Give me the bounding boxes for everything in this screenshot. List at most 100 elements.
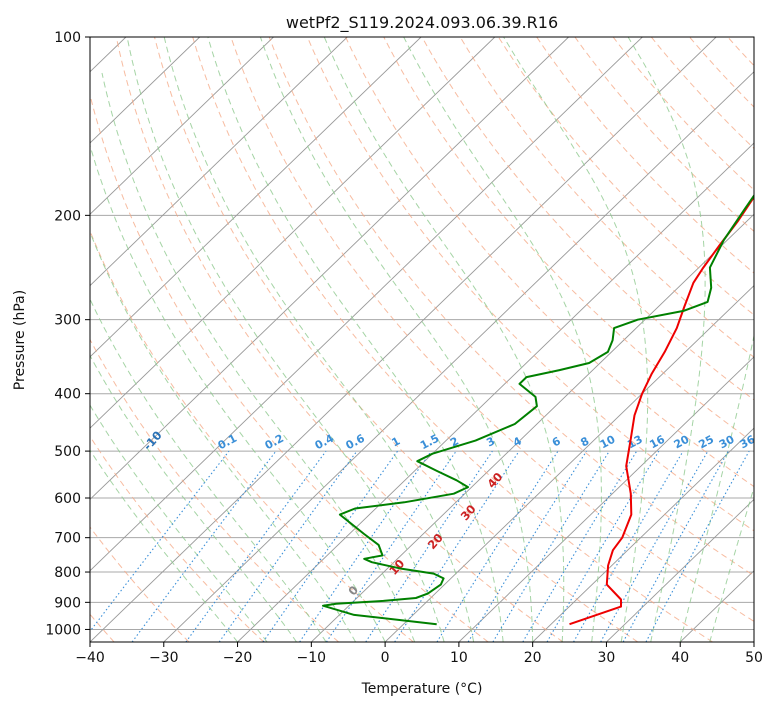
moist-adiabat-line [90, 404, 268, 642]
x-tick-label: 0 [381, 650, 390, 666]
dewpoint-profile [322, 193, 754, 626]
mixing-ratio-line [90, 450, 230, 633]
moist-adiabat-line [126, 37, 445, 642]
x-tick-label: −10 [297, 650, 327, 666]
moist-adiabat-line [90, 354, 297, 642]
dry-adiabat-line [115, 37, 564, 642]
x-tick-label: −30 [149, 650, 179, 666]
isotherm-line [163, 71, 754, 642]
dry-adiabat-label: 20 [425, 531, 446, 552]
mixing-ratio-line [600, 450, 709, 642]
mixing-ratio-line [185, 450, 327, 642]
x-tick-label: 30 [598, 650, 616, 666]
isotherm-line [90, 37, 643, 572]
dry-adiabat-line [90, 92, 489, 642]
chart-title: wetPf2_S119.2024.093.06.39.R16 [286, 13, 558, 33]
moist-adiabat-line [679, 333, 754, 642]
y-tick-label: 800 [54, 565, 81, 581]
isotherm-line [532, 427, 754, 642]
mixing-ratio-label: 25 [696, 433, 716, 452]
dry-adiabat-line [574, 37, 754, 233]
mixing-ratio-label: 20 [672, 433, 692, 452]
mixing-ratio-label: 36 [738, 433, 758, 452]
dry-adiabat-line [497, 37, 754, 316]
isotherm-line [237, 142, 754, 642]
moist-adiabat-line [90, 230, 357, 642]
dry-adiabat-line [345, 37, 754, 488]
mixing-ratio-label: 30 [717, 433, 737, 452]
isotherm-line [90, 37, 274, 215]
moist-adiabat-line [709, 485, 754, 642]
mixing-ratio-line [492, 450, 610, 642]
y-tick-label: 400 [54, 387, 81, 403]
y-tick-label: 1000 [45, 622, 81, 638]
x-tick-label: −20 [223, 650, 253, 666]
mixing-ratio-line [622, 450, 729, 642]
dry-adiabat-label: 30 [458, 502, 479, 523]
mixing-ratio-line [218, 450, 358, 642]
mixing-ratio-label: 0.1 [216, 432, 239, 453]
y-tick-label: 100 [54, 30, 81, 46]
moist-adiabat-line [503, 37, 649, 642]
profiles [322, 193, 754, 626]
temperature-profile [569, 195, 754, 626]
isotherm-line [384, 284, 754, 642]
y-tick-label: 300 [54, 313, 81, 329]
moist-adiabat-line [627, 37, 706, 642]
y-tick-label: 200 [54, 208, 81, 224]
y-tick-label: 600 [54, 491, 81, 507]
moist-adiabat-line [207, 37, 504, 642]
mixing-ratio-label: 6 [550, 434, 563, 449]
moist-adiabat-line [90, 298, 327, 642]
mixing-ratio-line [436, 450, 559, 642]
dry-adiabat-line [612, 37, 754, 191]
dry-adiabat-line [90, 229, 414, 642]
x-axis-label: Temperature (°C) [361, 681, 483, 697]
moist-adiabat-line [101, 72, 416, 642]
mixing-ratio-label: 1.5 [418, 432, 441, 453]
x-tick-label: 40 [671, 650, 689, 666]
isotherm-line [90, 37, 201, 144]
y-axis-label: Pressure (hPa) [12, 290, 28, 390]
dry-adiabat-label: 40 [484, 470, 505, 491]
mixing-ratio-label: 1 [389, 434, 402, 449]
dry-adiabat-line [268, 37, 754, 577]
y-tick-label: 500 [54, 444, 81, 460]
dry-adiabat-line [230, 37, 754, 622]
mixing-ratio-label: 8 [578, 434, 591, 449]
x-tick-label: 10 [450, 650, 468, 666]
dry-adiabat-line [90, 338, 339, 642]
y-tick-label: 900 [54, 595, 81, 611]
x-tick-label: −40 [75, 650, 105, 666]
dry-adiabat-line [536, 37, 754, 274]
moist-adiabat-line [90, 449, 238, 642]
mixing-ratio-line [131, 450, 277, 642]
moist-adiabat-line [163, 37, 475, 642]
mixing-ratio-line [299, 450, 432, 642]
dry-adiabat-line [154, 37, 639, 642]
moist-adiabat-line [90, 143, 386, 642]
mixing-ratio-line [394, 450, 520, 642]
moist-adiabat-line [323, 37, 565, 642]
isotherm-line [90, 37, 348, 287]
background-labels: 0.10.20.40.611.52346810131620253036-100-… [140, 428, 758, 598]
mixing-ratio-line [325, 450, 457, 642]
dry-adiabat-line [192, 37, 713, 642]
dry-adiabat-line [90, 526, 190, 642]
dry-adiabat-line [766, 37, 775, 642]
moist-adiabat-line [403, 37, 602, 642]
axis-ticks: −40 −30 −20 −10 0 10 20 30 40 5010020030040050060… [45, 30, 763, 666]
background-lines [90, 37, 775, 642]
isotherm-line [90, 37, 422, 358]
x-tick-label: 20 [524, 650, 542, 666]
isotherm-line [458, 356, 754, 642]
mixing-ratio-line [262, 450, 399, 642]
x-tick-label: 50 [745, 650, 763, 666]
isotherm-line [606, 498, 754, 642]
mixing-ratio-label: 0.4 [313, 432, 337, 453]
isotherm-line [90, 37, 717, 642]
mixing-ratio-label: 10 [598, 433, 618, 452]
isotherm-line [753, 641, 754, 642]
mixing-ratio-label: 16 [647, 433, 667, 452]
